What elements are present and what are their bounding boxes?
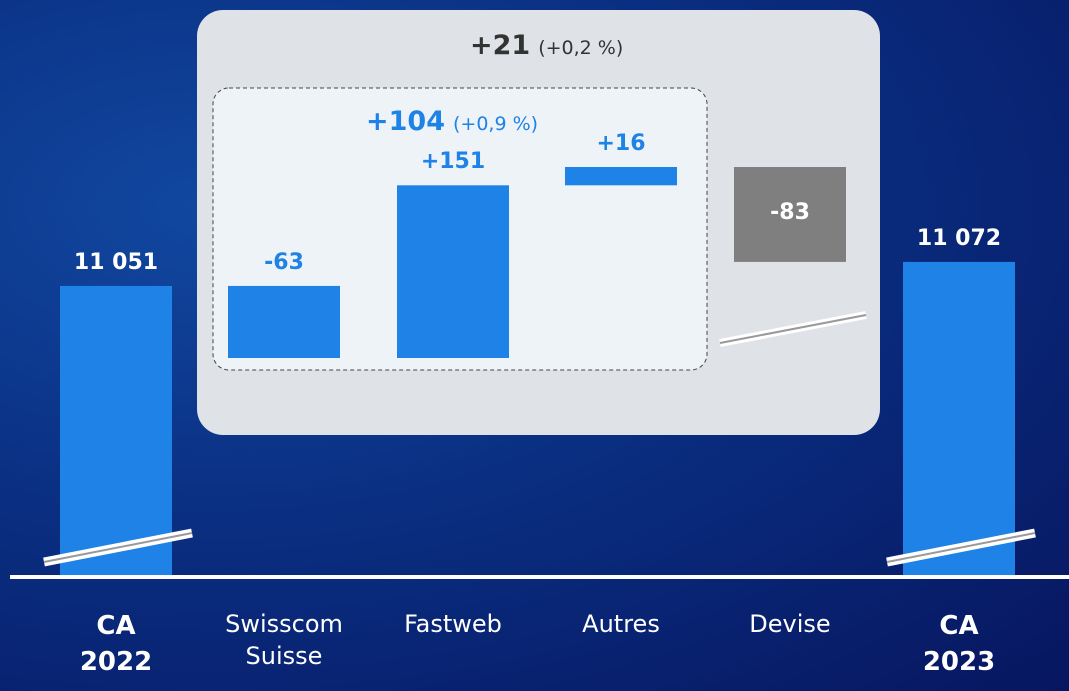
delta-bar: [734, 167, 846, 262]
value-label: 11 072: [916, 225, 1002, 251]
annotation: +104 (+0,9 %): [366, 106, 538, 137]
axis-break: [719, 314, 867, 344]
annotation-detail: (+0,2 %): [538, 37, 624, 59]
x-tick-label: Swisscom Suisse: [225, 610, 343, 670]
delta-bar: [397, 185, 509, 358]
annotation-value: +21: [470, 30, 531, 61]
total-bar: [60, 285, 172, 577]
value-label: 11 051: [73, 249, 159, 275]
value-label: -83: [770, 200, 810, 226]
delta-bar: [228, 285, 340, 358]
x-tick-label: CA 2022: [79, 611, 153, 677]
value-label: -63: [264, 249, 304, 275]
x-tick-label: Devise: [749, 610, 831, 638]
total-bar: [903, 261, 1015, 577]
annotation-value: +104: [366, 106, 445, 137]
annotation-detail: (+0,9 %): [452, 113, 539, 135]
axis-break: [43, 532, 193, 563]
x-tick-label: Fastweb: [404, 610, 502, 638]
x-tick-label: CA 2023: [922, 611, 996, 677]
delta-bar: [565, 167, 677, 186]
annotation: +21 (+0,2 %): [470, 30, 623, 61]
x-tick-label: Autres: [582, 610, 660, 638]
value-label: +151: [420, 149, 486, 175]
value-label: +16: [596, 131, 646, 156]
axis-break: [886, 532, 1036, 563]
